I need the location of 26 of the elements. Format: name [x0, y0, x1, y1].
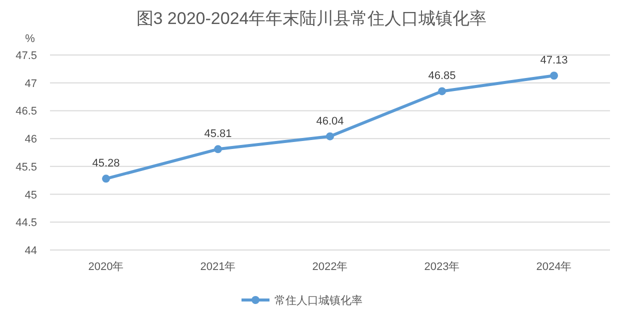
y-tick-label: 46.5 [16, 106, 37, 118]
y-axis-title: % [25, 33, 36, 45]
data-label: 46.85 [428, 70, 456, 82]
y-tick-label: 47.5 [16, 50, 37, 62]
y-tick-label: 47 [24, 78, 37, 90]
legend-label: 常住人口城镇化率 [274, 294, 362, 307]
x-tick-label: 2021年 [200, 261, 236, 273]
x-tick-label: 2023年 [424, 261, 460, 273]
data-label: 47.13 [540, 54, 568, 67]
y-tick-label: 45 [24, 189, 37, 202]
point [326, 132, 334, 140]
y-tick-label: 44.5 [16, 217, 37, 230]
y-tick-label: 44 [24, 245, 37, 257]
x-tick-label: 2024年 [536, 261, 572, 273]
y-tick-label: 45.5 [16, 161, 37, 174]
chart-title: 图3 2020-2024年年末陆川县常住人口城镇化率 [136, 9, 487, 28]
point [102, 174, 110, 183]
point [214, 145, 222, 154]
y-tick-label: 46 [24, 134, 37, 146]
x-tick-label: 2022年 [312, 261, 348, 273]
x-tick-label: 2020年 [88, 261, 124, 273]
point [438, 87, 446, 96]
data-label: 46.04 [316, 115, 344, 128]
point [550, 72, 558, 80]
data-label: 45.81 [204, 128, 232, 140]
data-label: 45.28 [92, 158, 120, 170]
